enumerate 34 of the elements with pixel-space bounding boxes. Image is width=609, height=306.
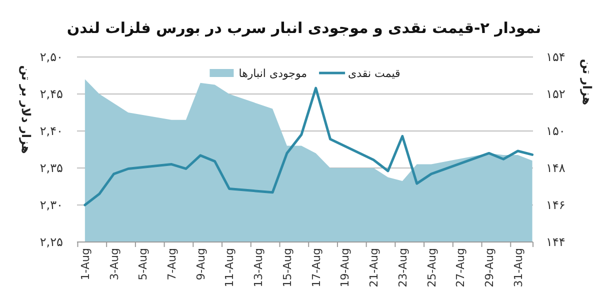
- y-tick-label: ۲,۴۵: [40, 87, 63, 101]
- x-tick-label: 11-Aug: [223, 248, 236, 288]
- legend-label: موجودی انبارها: [238, 67, 308, 80]
- y2-tick-label: ۱۵۰: [546, 124, 566, 138]
- x-tick-label: 21-Aug: [368, 248, 381, 288]
- y2-tick-label: ۱۴۸: [546, 161, 566, 175]
- x-tick-label: 3-Aug: [108, 248, 121, 280]
- x-tick-label: 19-Aug: [338, 248, 352, 288]
- x-tick-label: 9-Aug: [194, 248, 208, 280]
- y2-tick-label: ۱۵۲: [546, 87, 566, 101]
- x-tick-label: 15-Aug: [280, 248, 294, 288]
- chart-title: نمودار ۲-قیمت نقدی و موجودی انبار سرب در بورس فلزات لندن: [66, 19, 542, 37]
- x-tick-label: 13-Aug: [252, 248, 266, 288]
- y2-tick-label: ۱۴۴: [546, 235, 566, 249]
- y2-axis-title: هزار تن: [580, 58, 594, 106]
- y2-tick-label: ۱۵۴: [546, 50, 566, 64]
- x-tick-label: 7-Aug: [166, 248, 179, 280]
- x-tick-label: 1-Aug: [78, 248, 92, 280]
- y2-tick-label: ۱۴۶: [546, 198, 566, 212]
- y-axis-title: هزار دلار بر تن: [19, 65, 33, 154]
- x-tick-label: 25-Aug: [425, 248, 438, 288]
- x-tick-label: 31-Aug: [512, 248, 525, 288]
- y-tick-label: ۲,۴۰: [40, 124, 63, 138]
- y-tick-label: ۲,۵۰: [40, 50, 63, 64]
- y-tick-label: ۲,۳۰: [40, 198, 63, 212]
- y-tick-label: ۲,۲۵: [40, 235, 63, 249]
- x-tick-label: 5-Aug: [136, 248, 150, 280]
- line-series: [84, 86, 534, 206]
- legend-label: قیمت نقدی: [348, 67, 400, 80]
- x-tick-label: 29-Aug: [482, 248, 496, 288]
- x-tick-label: 23-Aug: [396, 248, 410, 288]
- y-tick-label: ۲,۳۵: [40, 161, 63, 175]
- x-tick-label: 17-Aug: [310, 248, 323, 288]
- x-tick-label: 27-Aug: [454, 248, 468, 288]
